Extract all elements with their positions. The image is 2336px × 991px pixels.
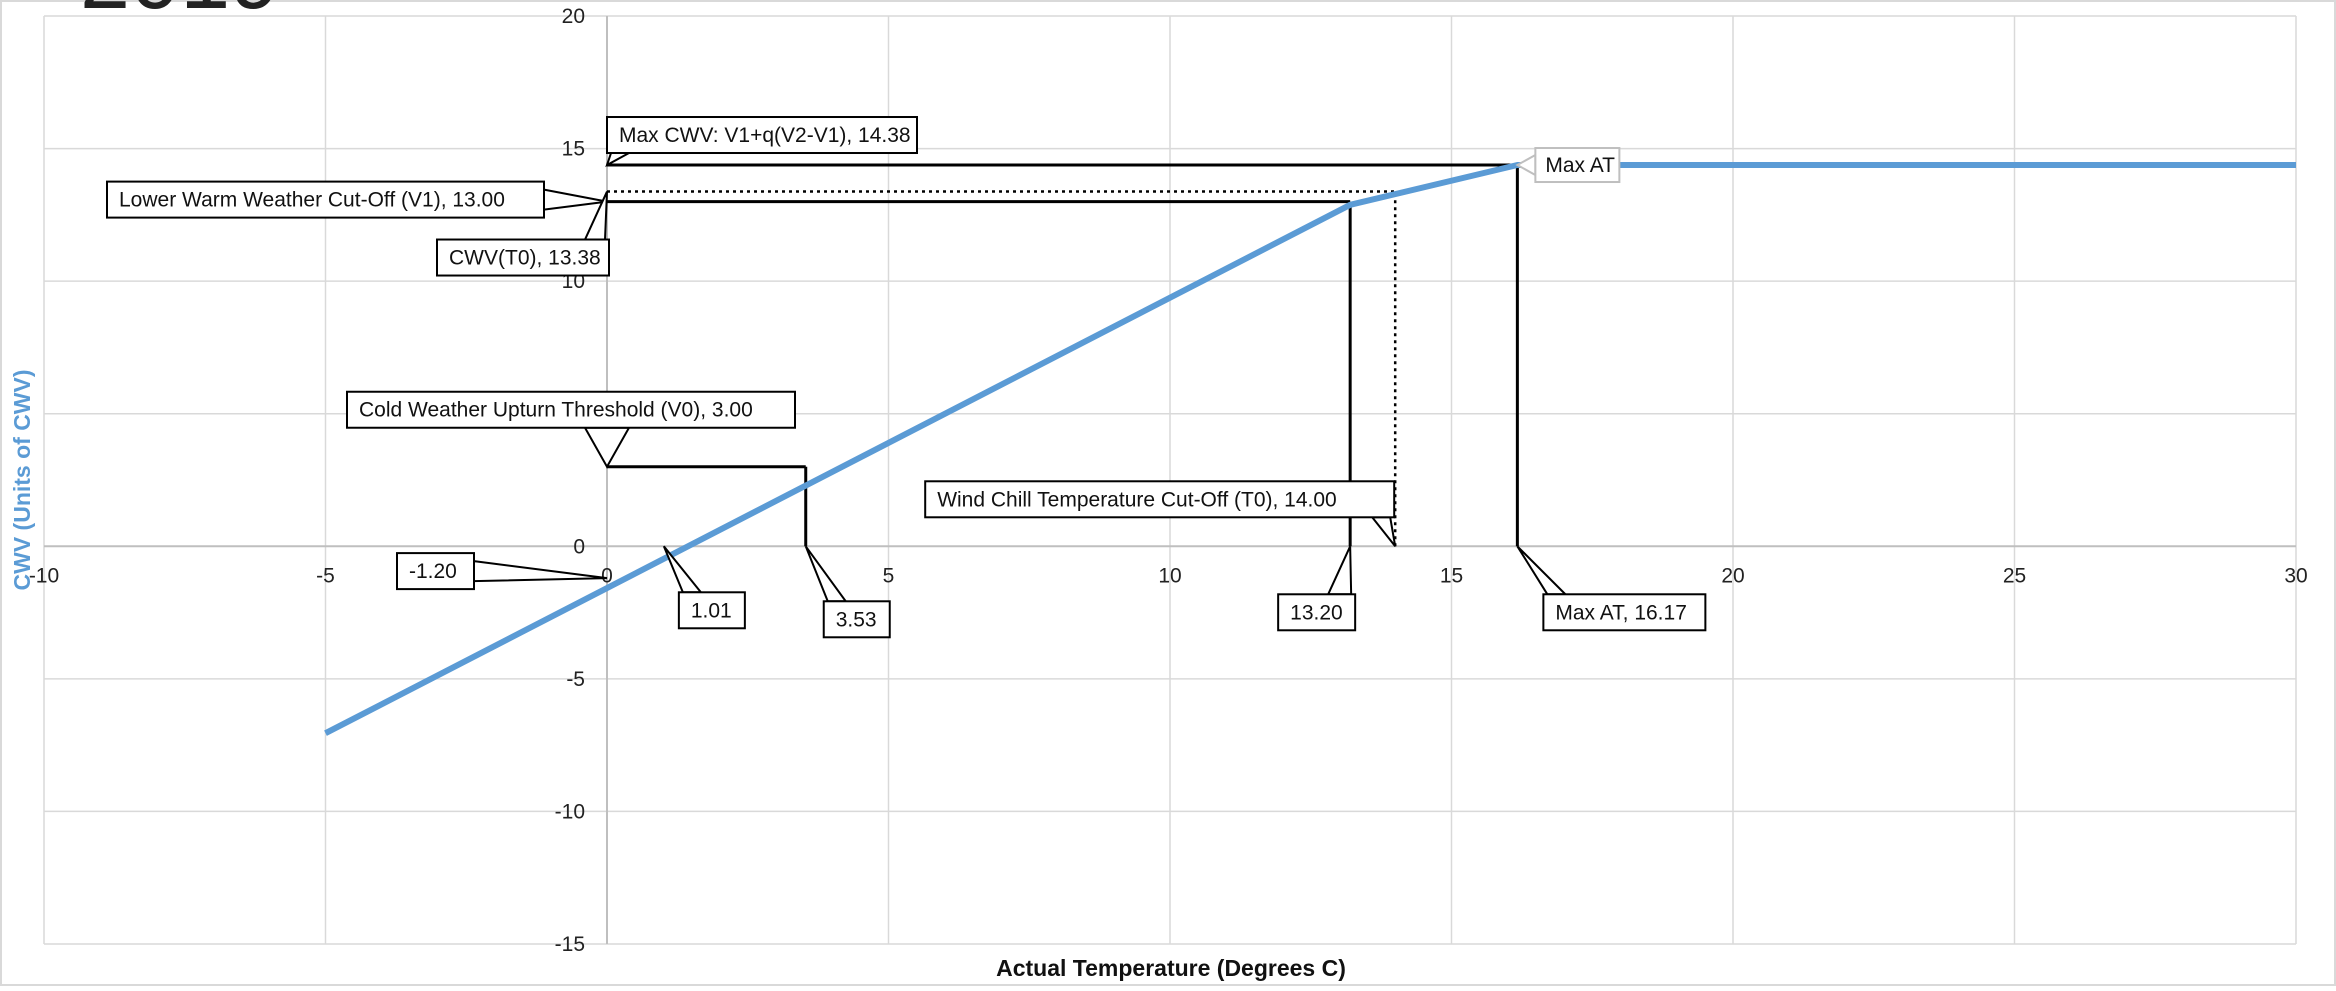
annotation-label: CWV(T0), 13.38 <box>449 247 601 270</box>
annotation-callout: Max CWV: V1+q(V2-V1), 14.38 <box>605 116 918 168</box>
annotation-label: Wind Chill Temperature Cut-Off (T0), 14.… <box>937 488 1337 511</box>
annotation-box <box>924 480 1396 519</box>
series-layer <box>324 162 2296 736</box>
annotation-box <box>106 180 545 219</box>
y-tick-label: 20 <box>562 5 585 28</box>
annotation-callout: Cold Weather Upturn Threshold (V0), 3.00 <box>346 390 796 469</box>
annotation-callout: 1.01 <box>662 545 746 630</box>
annotation-label: Max AT, 16.17 <box>1555 601 1687 624</box>
y-tick-label: -10 <box>555 800 585 823</box>
annotation-label: Max CWV: V1+q(V2-V1), 14.38 <box>619 124 911 147</box>
annotation-label: Lower Warm Weather Cut-Off (V1), 13.00 <box>119 189 505 212</box>
x-tick-label: 25 <box>2003 564 2026 587</box>
annotation-box <box>1542 593 1707 632</box>
annotation-box <box>1277 593 1357 632</box>
x-tick-label: -5 <box>316 564 335 587</box>
annotation-box <box>1534 147 1621 184</box>
x-tick-label: 30 <box>2284 564 2307 587</box>
annotation-callout: 13.20 <box>1277 545 1357 632</box>
annotation-label: Max AT <box>1545 154 1615 177</box>
annotation-callout: CWV(T0), 13.38 <box>436 191 610 277</box>
x-tick-label: 20 <box>1721 564 1744 587</box>
annotation-box <box>677 591 746 630</box>
annotation-box <box>346 390 796 429</box>
annotation-label: 3.53 <box>836 608 877 631</box>
annotation-callout: Max AT, 16.17 <box>1516 545 1707 632</box>
annotation-box <box>822 600 891 639</box>
annotation-label: -1.20 <box>409 560 457 583</box>
annotation-label: Cold Weather Upturn Threshold (V0), 3.00 <box>359 399 753 422</box>
annotation-callout: -1.20 <box>396 552 608 591</box>
y-tick-label: 0 <box>573 535 585 558</box>
chart-title-partial: 2019 <box>80 0 280 28</box>
y-tick-label: -15 <box>555 933 585 956</box>
x-tick-label: 10 <box>1158 564 1181 587</box>
cwv-series-line <box>324 162 2296 736</box>
annotation-label: 1.01 <box>691 599 732 622</box>
axes <box>44 16 2296 944</box>
x-tick-label: -10 <box>29 564 59 587</box>
x-tick-label: 15 <box>1440 564 1463 587</box>
y-tick-label: 15 <box>562 138 585 161</box>
annotation-box <box>396 552 475 591</box>
annotation-box <box>606 116 918 155</box>
annotation-box <box>436 238 610 277</box>
annotation-callout: Wind Chill Temperature Cut-Off (T0), 14.… <box>924 480 1397 547</box>
annotation-callout: Max AT <box>1515 147 1621 184</box>
y-tick-label: -5 <box>566 668 585 691</box>
x-tick-label: 0 <box>601 564 613 587</box>
annotation-label: 13.20 <box>1290 601 1343 624</box>
reference-lines <box>607 163 1519 547</box>
y-axis-title: CWV (Units of CWV) <box>9 369 35 590</box>
x-tick-label: 5 <box>883 564 895 587</box>
annotations: Max CWV: V1+q(V2-V1), 14.38 Lower Warm We… <box>106 116 1707 639</box>
annotation-callout: 3.53 <box>804 545 891 639</box>
annotation-callout: Lower Warm Weather Cut-Off (V1), 13.00 <box>106 180 608 219</box>
x-axis-title: Actual Temperature (Degrees C) <box>996 955 1346 981</box>
